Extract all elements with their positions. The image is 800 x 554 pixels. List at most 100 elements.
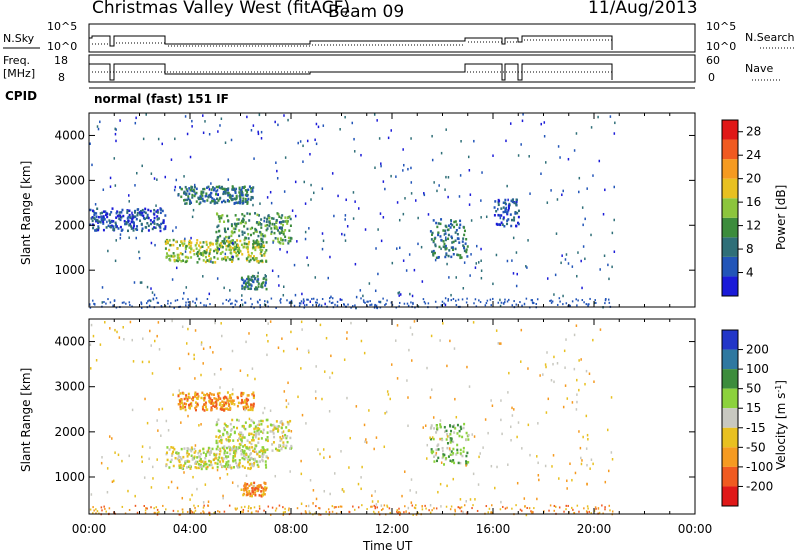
power-nearrange-cell <box>336 304 339 307</box>
power-nearrange-cell <box>515 303 518 306</box>
power-echo-cell <box>237 244 240 247</box>
velocity-noise-cell <box>244 408 246 412</box>
power-echo-cell <box>246 281 249 284</box>
power-echo-cell <box>147 224 150 228</box>
velocity-nearrange-cell <box>380 509 383 512</box>
power-echo-cell <box>494 200 497 203</box>
velocity-nearrange-cell <box>383 504 386 507</box>
power-nearrange-cell <box>577 299 579 302</box>
velocity-colorbar-tick-label: 15 <box>746 401 761 415</box>
power-noise-cell <box>309 300 312 303</box>
power-echo-cell <box>456 232 459 236</box>
power-echo-cell <box>259 252 262 255</box>
velocity-noise-cell <box>290 430 293 433</box>
power-nearrange-cell <box>530 299 533 302</box>
power-echo-cell <box>137 208 140 211</box>
velocity-noise-cell <box>586 463 588 467</box>
power-noise-cell <box>446 262 448 266</box>
velocity-echo-cell <box>256 452 259 456</box>
velocity-echo-cell <box>262 491 265 495</box>
power-echo-cell <box>242 281 245 285</box>
power-noise-cell <box>573 149 576 152</box>
velocity-noise-cell <box>571 401 574 404</box>
velocity-echo-cell <box>224 455 227 458</box>
power-nearrange-cell <box>148 299 150 302</box>
velocity-echo-cell <box>189 467 192 470</box>
velocity-echo-cell <box>450 429 453 433</box>
velocity-noise-cell <box>157 321 160 324</box>
velocity-echo-cell <box>263 493 266 496</box>
power-echo-cell <box>500 207 503 210</box>
velocity-echo-cell <box>187 392 190 396</box>
power-echo-cell <box>256 275 259 278</box>
power-nearrange-cell <box>155 297 158 300</box>
velocity-noise-cell <box>328 410 331 413</box>
velocity-echo-cell <box>227 465 230 468</box>
velocity-nearrange-cell <box>202 506 205 509</box>
power-noise-cell <box>135 236 137 240</box>
power-echo-cell <box>260 237 263 241</box>
velocity-noise-cell <box>172 393 174 397</box>
velocity-echo-cell <box>251 457 254 461</box>
velocity-echo-cell <box>190 404 193 408</box>
power-echo-cell <box>430 238 433 241</box>
velocity-noise-cell <box>606 428 609 432</box>
power-echo-cell <box>205 248 208 252</box>
power-echo-cell <box>433 237 436 241</box>
power-echo-cell <box>247 188 250 192</box>
velocity-echo-cell <box>193 447 196 451</box>
power-echo-cell <box>193 253 196 256</box>
power-echo-cell <box>238 249 241 253</box>
power-echo-cell <box>95 212 98 215</box>
power-noise-cell <box>450 219 453 223</box>
power-echo-cell <box>208 258 211 261</box>
velocity-noise-cell <box>116 330 118 334</box>
power-noise-cell <box>474 266 477 269</box>
power-echo-cell <box>175 259 178 262</box>
power-echo-cell <box>257 214 260 217</box>
power-echo-cell <box>517 222 520 226</box>
power-noise-cell <box>235 187 237 191</box>
power-noise-cell <box>114 184 117 187</box>
power-echo-cell <box>222 257 225 261</box>
power-noise-cell <box>115 239 117 242</box>
power-echo-cell <box>135 217 138 221</box>
velocity-echo-cell <box>189 464 192 468</box>
velocity-nearrange-cell <box>431 509 433 512</box>
power-echo-cell <box>243 287 246 291</box>
power-nearrange-cell <box>447 298 450 301</box>
velocity-noise-cell <box>151 372 154 375</box>
power-nearrange-cell <box>205 304 207 307</box>
velocity-echo-cell <box>198 459 201 463</box>
power-echo-cell <box>263 254 266 257</box>
velocity-echo-cell <box>227 401 230 404</box>
power-echo-cell <box>132 226 135 230</box>
power-echo-cell <box>436 225 439 229</box>
velocity-echo-cell <box>247 394 250 397</box>
power-noise-cell <box>258 113 261 117</box>
power-noise-cell <box>468 203 471 206</box>
power-echo-cell <box>183 190 186 194</box>
velocity-echo-cell <box>450 437 453 441</box>
power-echo-cell <box>259 248 262 251</box>
power-echo-cell <box>143 217 146 221</box>
power-nearrange-cell <box>298 304 301 307</box>
power-echo-cell <box>120 211 123 214</box>
power-echo-cell <box>195 187 198 191</box>
velocity-noise-cell <box>539 374 541 377</box>
velocity-echo-cell <box>203 393 206 397</box>
velocity-echo-cell <box>218 430 221 433</box>
power-noise-cell <box>150 241 153 245</box>
power-noise-cell <box>299 140 302 143</box>
power-echo-cell <box>511 198 514 202</box>
power-echo-cell <box>281 229 284 232</box>
velocity-echo-cell <box>247 398 250 402</box>
velocity-noise-cell <box>343 358 346 361</box>
power-nearrange-cell <box>587 303 589 306</box>
velocity-echo-cell <box>202 447 205 451</box>
power-echo-cell <box>142 216 145 220</box>
velocity-ytick-label: 4000 <box>54 335 85 349</box>
velocity-echo-cell <box>252 492 255 496</box>
power-nearrange-cell <box>199 301 202 304</box>
velocity-echo-cell <box>257 427 260 430</box>
